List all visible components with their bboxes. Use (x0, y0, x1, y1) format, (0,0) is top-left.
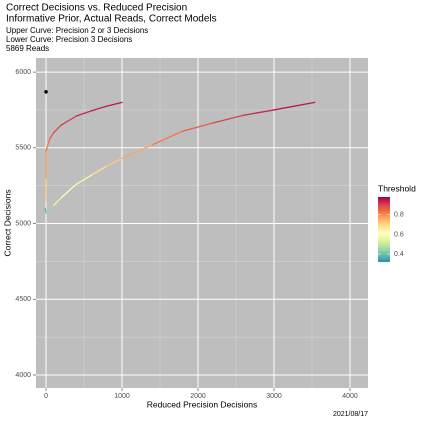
subtitle: Lower Curve: Precision 3 Decisions (6, 35, 132, 44)
x-tick-label: 4000 (342, 393, 358, 400)
chart-title: Correct Decisions vs. Reduced Precision (6, 3, 187, 14)
line-segment (106, 157, 123, 167)
colorbar-label: 0.6 (394, 231, 404, 238)
x-tick-label: 3000 (266, 393, 282, 400)
line-segment (75, 174, 93, 185)
subtitle: 5869 Reads (6, 44, 49, 53)
line-segment (60, 183, 78, 199)
colorbar-label: 0.8 (394, 212, 404, 219)
colorbar-label: 0.4 (394, 251, 404, 258)
line-segment (151, 130, 184, 146)
caption: 2021/08/17 (333, 411, 368, 418)
y-tick-label: 5500 (15, 145, 31, 152)
y-tick-label: 5000 (15, 220, 31, 227)
x-tick-label: 0 (44, 393, 48, 400)
chart-title: Informative Prior, Actual Reads, Correct… (6, 14, 217, 25)
line-segment (90, 165, 108, 176)
x-tick-label: 1000 (114, 393, 130, 400)
y-tick-label: 4000 (15, 372, 31, 379)
line-segment (45, 138, 51, 152)
y-axis-label: Correct Decisions (2, 189, 12, 256)
line-segment (45, 204, 55, 214)
line-segment (182, 122, 214, 132)
line-segment (121, 144, 154, 160)
panel (36, 58, 368, 388)
line-segment (60, 115, 78, 126)
line-segment (273, 101, 316, 111)
colorbar (378, 197, 390, 262)
x-axis-label: Reduced Precision Decisions (147, 399, 258, 409)
line-segment (242, 109, 275, 116)
line-segment (49, 132, 55, 140)
y-tick-label: 4500 (15, 296, 31, 303)
x-tick-label: 2000 (190, 393, 206, 400)
line-segment (52, 197, 62, 207)
point (44, 89, 48, 94)
line-segment (212, 114, 245, 124)
line-segment (90, 105, 108, 112)
y-tick-label: 6000 (15, 69, 31, 76)
subtitle: Upper Curve: Precision 2 or 3 Decisions (6, 26, 148, 35)
line-segment (106, 101, 123, 107)
line-segment (52, 124, 62, 134)
line-segment (75, 110, 93, 117)
legend-title: Threshold (378, 183, 416, 193)
